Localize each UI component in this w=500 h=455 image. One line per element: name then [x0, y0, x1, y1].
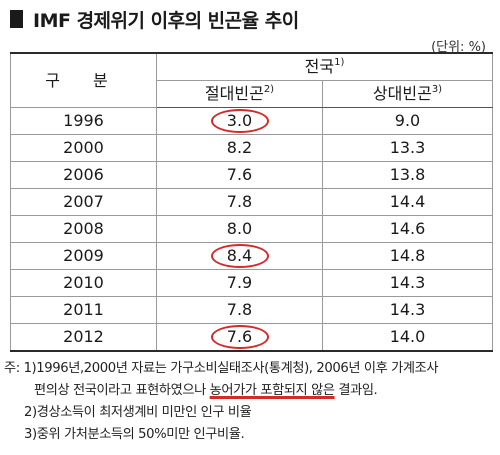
- note-1-line-1: 주: 1)1996년,2000년 자료는 가구소비실태조사(통계청), 2006…: [4, 361, 439, 376]
- year-cell: 2011: [10, 296, 157, 324]
- title-square-bullet: [10, 10, 23, 28]
- header-relative-poverty: 상대빈곤3): [322, 80, 493, 108]
- table-row: 2008 8.0 14.6: [10, 215, 493, 243]
- table-row: 1996 3.0 9.0: [10, 107, 493, 135]
- header-absolute-poverty: 절대빈곤2): [156, 80, 323, 108]
- absolute-poverty-cell: 8.4: [156, 242, 323, 270]
- red-circle-highlight: [210, 109, 269, 133]
- relative-poverty-cell: 9.0: [322, 107, 493, 135]
- table-row: 2006 7.6 13.8: [10, 161, 493, 189]
- year-cell: 2010: [10, 269, 157, 297]
- year-cell: 2009: [10, 242, 157, 270]
- table-row: 2010 7.9 14.3: [10, 269, 493, 297]
- footnotes: 주: 1)1996년,2000년 자료는 가구소비실태조사(통계청), 2006…: [4, 358, 438, 446]
- note-3: 3)중위 가처분소득의 50%미만 인구비율.: [24, 427, 245, 442]
- unit-label: (단위: %): [431, 40, 486, 55]
- relative-poverty-cell: 13.3: [322, 134, 493, 162]
- note-1-line-2: 편의상 전국이라고 표현하였으나 농어가가 포함되지 않은 결과임.: [34, 383, 378, 398]
- table-row: 2009 8.4 14.8: [10, 242, 493, 270]
- header-category: 구 분: [10, 52, 157, 108]
- relative-poverty-cell: 14.4: [322, 188, 493, 216]
- note-2: 2)경상소득이 최저생계비 미만인 인구 비율: [24, 405, 252, 420]
- red-circle-highlight: [210, 325, 269, 349]
- year-cell: 2007: [10, 188, 157, 216]
- absolute-poverty-cell: 7.8: [156, 188, 323, 216]
- absolute-poverty-cell: 7.6: [156, 161, 323, 189]
- absolute-poverty-cell: 8.2: [156, 134, 323, 162]
- header-nationwide: 전국1): [156, 52, 493, 81]
- absolute-poverty-cell: 3.0: [156, 107, 323, 135]
- table-row: 2011 7.8 14.3: [10, 296, 493, 324]
- underlined-phrase: 농어가가 포함되지 않은: [209, 383, 335, 398]
- table-row: 2012 7.6 14.0: [10, 323, 493, 352]
- year-cell: 2000: [10, 134, 157, 162]
- absolute-poverty-cell: 7.8: [156, 296, 323, 324]
- red-circle-highlight: [210, 244, 269, 268]
- poverty-rate-table: 구 분 전국1) 절대빈곤2) 상대빈곤3) 1996 3.0 9.0 2000 8.2…: [10, 52, 493, 352]
- relative-poverty-cell: 14.6: [322, 215, 493, 243]
- relative-poverty-cell: 14.8: [322, 242, 493, 270]
- relative-poverty-cell: 14.0: [322, 323, 493, 352]
- title-row: IMF 경제위기 이후의 빈곤율 추이: [10, 6, 299, 32]
- absolute-poverty-cell: 8.0: [156, 215, 323, 243]
- page-title: IMF 경제위기 이후의 빈곤율 추이: [33, 9, 299, 32]
- header-absolute-footnote: 2): [263, 84, 275, 95]
- table-body: 1996 3.0 9.0 2000 8.2 13.3 2006 7.6 13.8 2007 7.8 1…: [10, 107, 493, 352]
- relative-poverty-cell: 13.8: [322, 161, 493, 189]
- year-cell: 2008: [10, 215, 157, 243]
- relative-poverty-cell: 14.3: [322, 269, 493, 297]
- year-cell: 1996: [10, 107, 157, 135]
- table-row: 2000 8.2 13.3: [10, 134, 493, 162]
- year-cell: 2012: [10, 323, 157, 352]
- year-cell: 2006: [10, 161, 157, 189]
- relative-poverty-cell: 14.3: [322, 296, 493, 324]
- table-row: 2007 7.8 14.4: [10, 188, 493, 216]
- header-relative-footnote: 3): [431, 84, 443, 95]
- header-nationwide-footnote: 1): [334, 57, 345, 68]
- absolute-poverty-cell: 7.9: [156, 269, 323, 297]
- absolute-poverty-cell: 7.6: [156, 323, 323, 352]
